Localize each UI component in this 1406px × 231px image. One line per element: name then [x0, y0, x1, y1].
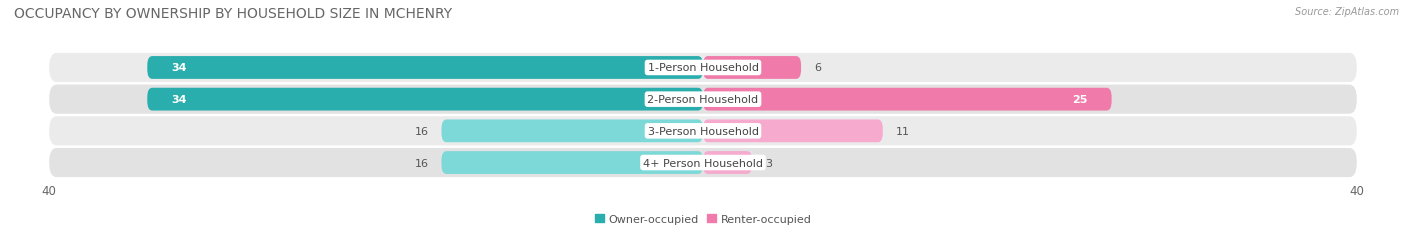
FancyBboxPatch shape: [441, 120, 703, 143]
Text: 6: 6: [814, 63, 821, 73]
Text: 2-Person Household: 2-Person Household: [647, 95, 759, 105]
Legend: Owner-occupied, Renter-occupied: Owner-occupied, Renter-occupied: [595, 214, 811, 224]
Text: 4+ Person Household: 4+ Person Household: [643, 158, 763, 168]
Text: 11: 11: [896, 126, 910, 136]
Text: 25: 25: [1071, 95, 1087, 105]
FancyBboxPatch shape: [703, 88, 1112, 111]
Text: 34: 34: [172, 63, 187, 73]
FancyBboxPatch shape: [703, 152, 752, 174]
FancyBboxPatch shape: [49, 148, 1357, 177]
Text: 3: 3: [765, 158, 772, 168]
FancyBboxPatch shape: [441, 152, 703, 174]
Text: 16: 16: [415, 126, 429, 136]
Text: 34: 34: [172, 95, 187, 105]
FancyBboxPatch shape: [703, 120, 883, 143]
FancyBboxPatch shape: [49, 54, 1357, 83]
Text: 3-Person Household: 3-Person Household: [648, 126, 758, 136]
Text: Source: ZipAtlas.com: Source: ZipAtlas.com: [1295, 7, 1399, 17]
Text: OCCUPANCY BY OWNERSHIP BY HOUSEHOLD SIZE IN MCHENRY: OCCUPANCY BY OWNERSHIP BY HOUSEHOLD SIZE…: [14, 7, 453, 21]
FancyBboxPatch shape: [703, 57, 801, 79]
FancyBboxPatch shape: [49, 85, 1357, 114]
FancyBboxPatch shape: [49, 117, 1357, 146]
Text: 16: 16: [415, 158, 429, 168]
FancyBboxPatch shape: [148, 57, 703, 79]
Text: 1-Person Household: 1-Person Household: [648, 63, 758, 73]
FancyBboxPatch shape: [148, 88, 703, 111]
